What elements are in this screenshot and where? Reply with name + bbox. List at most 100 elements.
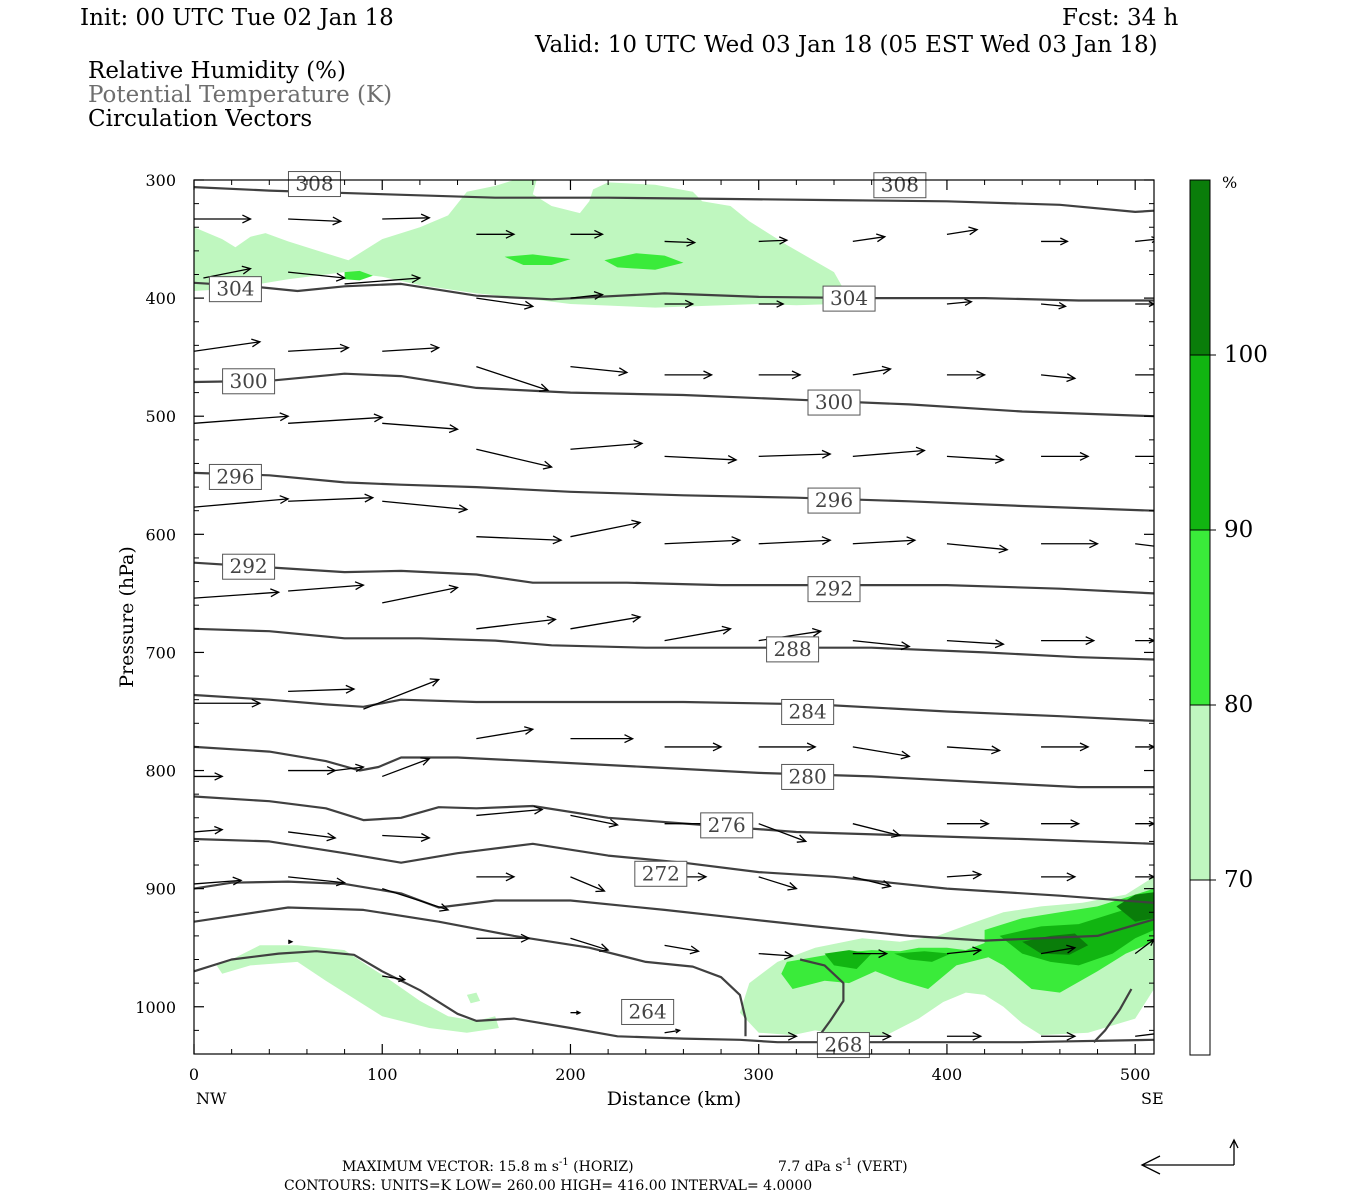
- vector-head: [593, 290, 605, 300]
- circulation-vector: [946, 1031, 983, 1041]
- vector-head: [241, 265, 252, 275]
- vector-shaft: [194, 591, 279, 599]
- circulation-vector: [1041, 1031, 1077, 1041]
- rh-region-90-8: [824, 950, 872, 969]
- circulation-vector: [570, 439, 644, 450]
- vector-head: [599, 943, 610, 953]
- circulation-vector: [288, 581, 365, 592]
- theta-contour-4: [194, 471, 1154, 512]
- circulation-vector: [382, 500, 469, 514]
- vector-head: [806, 742, 817, 752]
- vector-head: [373, 413, 384, 423]
- contour-label: 296: [807, 487, 861, 514]
- circulation-vector: [382, 975, 407, 983]
- vector-shaft: [570, 293, 603, 299]
- vector-shaft: [288, 416, 383, 424]
- vector-shaft: [664, 539, 740, 545]
- vector-head: [821, 536, 832, 546]
- vector-shaft: [852, 368, 891, 376]
- vector-shaft: [382, 500, 468, 511]
- vector-shaft: [288, 831, 336, 839]
- contour-label: 272: [634, 860, 688, 887]
- potential-temperature-contours: [194, 186, 1154, 1044]
- circulation-vector: [570, 937, 610, 953]
- circulation-vector: [946, 639, 1005, 649]
- circulation-vector: [852, 746, 911, 760]
- vector-head: [1148, 301, 1154, 308]
- vector-shaft: [758, 453, 831, 458]
- vector-head: [1066, 373, 1077, 383]
- vector-head: [964, 298, 973, 307]
- vector-head: [520, 933, 531, 943]
- contour-label-box: [807, 487, 861, 514]
- circulation-vector: [1040, 373, 1077, 383]
- circulation-vector: [288, 684, 356, 694]
- vector-head: [1089, 539, 1099, 549]
- vector-head: [339, 343, 350, 353]
- circulation-vector: [570, 365, 629, 377]
- contour-label-box: [766, 636, 820, 663]
- circulation-vector: [1135, 1033, 1154, 1037]
- theta-contour-5: [194, 561, 1154, 595]
- contour-label-box: [781, 698, 835, 725]
- vector-shaft: [1134, 938, 1154, 955]
- contour-label: 296: [208, 463, 262, 490]
- contour-label-text: 284: [789, 699, 827, 723]
- vector-shaft: [194, 879, 242, 885]
- circulation-vector: [570, 229, 604, 239]
- contour-label-text: 300: [229, 369, 267, 393]
- vector-head: [1058, 301, 1067, 310]
- vector-head: [439, 903, 450, 912]
- contour-label-text: 276: [708, 813, 746, 837]
- vector-head: [1155, 543, 1163, 550]
- vector-shaft: [758, 876, 797, 890]
- circulation-vector: [758, 536, 832, 546]
- field-label-vectors: Circulation Vectors: [88, 106, 312, 132]
- vector-head: [686, 237, 697, 247]
- vector-head: [1165, 453, 1173, 461]
- vector-head: [1148, 637, 1154, 644]
- circulation-vector: [194, 825, 224, 835]
- circulation-vector: [570, 734, 635, 744]
- rh-region-80-3: [344, 270, 373, 281]
- contour-label-text: 264: [629, 999, 667, 1023]
- contour-label-text: 292: [815, 577, 853, 601]
- vector-head: [524, 726, 535, 735]
- circulation-vector: [288, 413, 384, 424]
- contour-label: 288: [766, 636, 820, 663]
- vector-shaft: [382, 975, 405, 981]
- vector-shaft: [476, 808, 543, 817]
- vector-shaft: [1135, 1033, 1154, 1037]
- vector-head: [776, 300, 785, 308]
- contour-label-box: [822, 285, 876, 312]
- theta-contour-2: [194, 281, 1154, 302]
- vector-shaft: [288, 347, 349, 352]
- rh-region-80-2: [604, 253, 684, 270]
- vector-shaft: [335, 766, 364, 772]
- circulation-vector: [476, 933, 531, 943]
- vector-shaft: [476, 618, 556, 630]
- vector-shaft: [570, 616, 641, 630]
- relative-humidity-shading: [194, 180, 1154, 1036]
- vector-head: [900, 750, 911, 760]
- contour-label-box: [781, 763, 835, 790]
- legend-level-label: 70: [1224, 867, 1253, 893]
- vector-shaft: [288, 688, 355, 693]
- vector-head: [972, 870, 983, 880]
- vector-shaft: [946, 228, 978, 235]
- circulation-vector: [194, 772, 224, 781]
- vector-shaft: [363, 678, 439, 710]
- contour-label: 276: [700, 812, 754, 839]
- contour-labels: 308 308 304 304 300 300 296 296 292 292 288 284 280 2…: [208, 171, 927, 1059]
- vector-shaft: [288, 271, 345, 279]
- circulation-vector: [664, 237, 697, 247]
- circulation-vector: [382, 343, 441, 353]
- init-time: Init: 00 UTC Tue 02 Jan 18: [80, 5, 394, 31]
- vector-head: [998, 544, 1009, 554]
- vector-head: [411, 274, 422, 284]
- vector-head: [1066, 872, 1077, 882]
- vector-head: [326, 832, 337, 842]
- vector-shaft: [852, 876, 891, 887]
- contour-label-box: [700, 812, 754, 839]
